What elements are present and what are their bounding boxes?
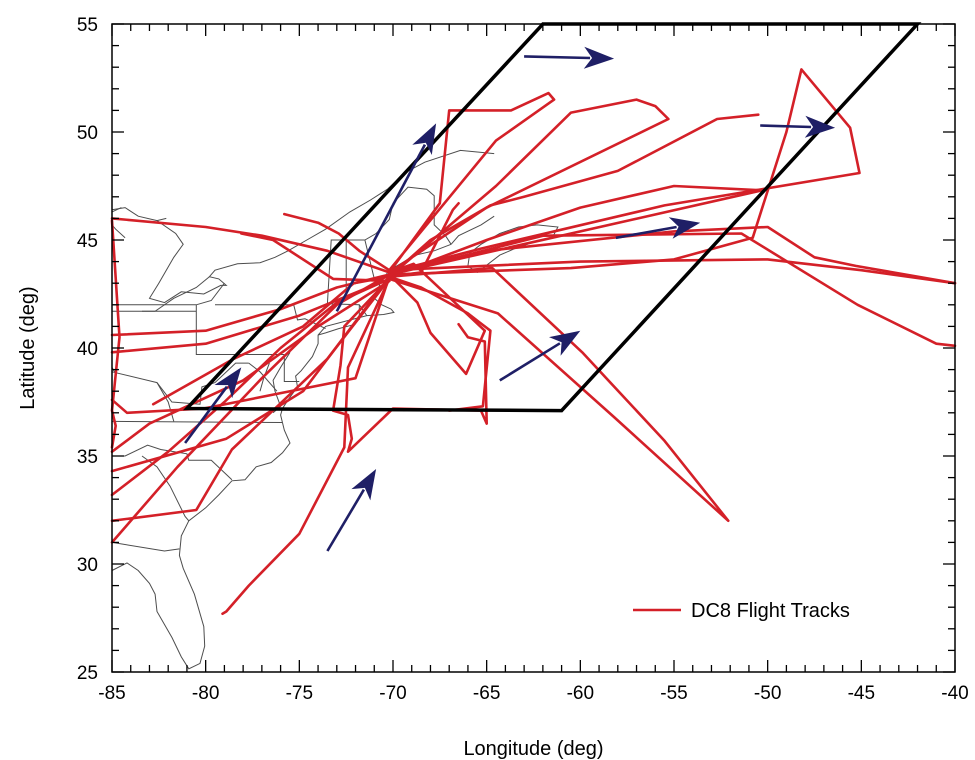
y-tick-label: 35 <box>77 447 98 468</box>
flow-arrow <box>524 46 615 69</box>
flight-track <box>388 275 492 412</box>
flight-track <box>283 212 391 272</box>
map-boundary <box>317 323 356 336</box>
map-boundary <box>112 282 225 306</box>
y-tick-label: 55 <box>77 15 98 36</box>
arrow-shaft <box>499 342 561 382</box>
y-tick-label: 50 <box>77 123 98 144</box>
y-tick-label: 45 <box>77 231 98 252</box>
arrow-shaft <box>760 124 812 129</box>
flow-arrow <box>760 115 836 138</box>
arrow-head <box>214 367 242 399</box>
map-boundary <box>195 304 285 355</box>
map-boundary <box>112 444 233 481</box>
x-tick-label: -60 <box>567 683 594 704</box>
flight-tracks <box>110 68 957 615</box>
flight-track <box>388 91 556 274</box>
map-boundary <box>111 149 495 304</box>
y-tick-label: 40 <box>77 339 98 360</box>
x-tick-label: -45 <box>848 683 875 704</box>
arrow-head <box>583 46 615 69</box>
arrow-shaft <box>615 225 677 240</box>
x-tick-label: -80 <box>192 683 219 704</box>
x-tick-label: -85 <box>98 683 125 704</box>
arrow-head <box>412 123 437 155</box>
flight-track <box>240 232 391 283</box>
flight-track <box>110 279 391 453</box>
arrow-head <box>804 115 836 138</box>
x-axis-ticks: -85 -80 -75 -70 -65 -60 -55 -50 -45 -40 <box>98 24 969 704</box>
flight-track <box>331 277 488 453</box>
flow-arrow <box>184 367 242 444</box>
map-boundary <box>156 217 167 222</box>
flight-track <box>388 68 861 276</box>
flight-track <box>110 273 391 544</box>
map-boundary <box>326 186 452 304</box>
x-tick-label: -40 <box>941 683 968 704</box>
arrow-head <box>668 217 701 239</box>
map-boundary <box>111 207 122 213</box>
flight-track <box>110 277 391 523</box>
arrow-head <box>549 330 581 356</box>
map-boundary <box>450 215 495 245</box>
flight-track <box>110 217 391 274</box>
x-tick-label: -50 <box>754 683 781 704</box>
flight-track <box>388 98 670 278</box>
flight-track <box>388 258 957 285</box>
flight-track <box>388 184 764 278</box>
map-boundary <box>111 541 180 552</box>
arrow-shaft <box>184 385 228 444</box>
x-axis-label: Longitude (deg) <box>463 738 603 760</box>
y-tick-label: 25 <box>77 663 98 684</box>
y-tick-label: 30 <box>77 555 98 576</box>
y-axis-label: Latitude (deg) <box>17 286 39 409</box>
arrow-shaft <box>524 55 591 60</box>
flow-arrow <box>335 123 437 312</box>
flow-arrow <box>326 469 377 552</box>
flight-track <box>388 262 487 376</box>
flow-arrow <box>615 217 701 240</box>
x-tick-label: -55 <box>660 683 687 704</box>
flight-track <box>388 232 957 348</box>
flight-track <box>151 275 391 406</box>
map-boundary <box>156 382 175 422</box>
arrow-shaft <box>326 488 366 552</box>
flow-arrow <box>499 330 581 382</box>
legend: DC8 Flight Tracks <box>633 600 850 622</box>
arrow-head <box>351 469 377 501</box>
flight-track <box>221 277 391 615</box>
map-boundary <box>467 224 559 274</box>
flight-track <box>388 113 760 278</box>
arrow-shaft <box>335 143 427 312</box>
map-boundary <box>111 243 452 670</box>
map-boundary <box>248 362 278 392</box>
legend-label: DC8 Flight Tracks <box>691 600 850 622</box>
y-axis-ticks: 25 30 35 40 45 50 55 <box>77 15 955 684</box>
flow-arrows <box>184 46 836 552</box>
x-tick-label: -70 <box>379 683 406 704</box>
map-boundary <box>283 354 300 382</box>
x-tick-label: -75 <box>286 683 313 704</box>
x-tick-label: -65 <box>473 683 500 704</box>
flight-track <box>388 266 730 523</box>
